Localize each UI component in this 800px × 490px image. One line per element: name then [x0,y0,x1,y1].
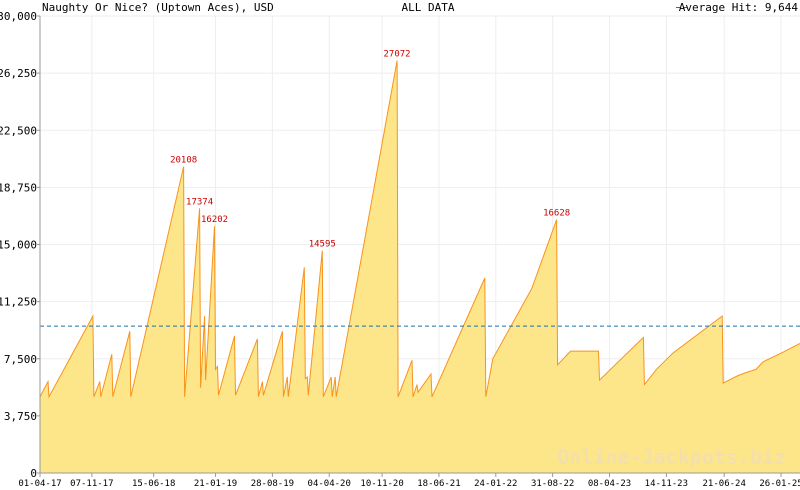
chart-subtitle: ALL DATA [402,1,455,14]
peak-label: 17374 [186,197,213,207]
legend-label: Average Hit: 9,644 [679,1,799,14]
y-tick-label: 3,750 [4,410,37,423]
series-line [39,60,800,399]
y-tick-label: 18,750 [0,181,37,194]
x-tick-label: 07-11-17 [70,479,113,489]
peak-label: 20108 [170,156,197,166]
x-tick-label: 14-11-23 [645,479,688,489]
axis-layer: 0 3,750 7,500 11,250 15,000 18,750 22,500 26,25… [0,10,800,489]
y-tick-label: 30,000 [0,10,37,23]
area-layer [39,60,800,473]
y-tick-label: 0 [30,467,37,480]
watermark: Online-Jackpots.biz [557,445,786,469]
peak-label: 27072 [384,50,411,60]
y-tick-label: 22,500 [0,124,37,137]
peak-label: 14595 [309,240,336,250]
y-tick-label: 11,250 [0,296,37,309]
x-tick-label: 21-01-19 [194,479,237,489]
x-tick-label: 26-01-25 [759,479,800,489]
x-tick-label: 28-08-19 [251,479,294,489]
x-tick-label: 21-06-24 [703,479,746,489]
peak-label: 16628 [543,209,570,219]
x-tick-label: 01-04-17 [18,479,61,489]
peak-label: 16202 [201,215,228,225]
x-tick-label: 15-06-18 [132,479,175,489]
y-tick-label: 7,500 [4,353,37,366]
y-tick-label: 26,250 [0,67,37,80]
x-tick-label: 24-01-22 [474,479,517,489]
x-tick-label: 10-11-20 [360,479,403,489]
annotation-layer: 20108 17374 16202 14595 27072 16628 [170,50,570,250]
x-tick-label: 31-08-22 [531,479,574,489]
chart-title: Naughty Or Nice? (Uptown Aces), USD [42,1,274,14]
x-tick-label: 18-06-21 [417,479,460,489]
x-tick-label: 04-04-20 [308,479,351,489]
y-tick-label: 15,000 [0,239,37,252]
x-tick-label: 08-04-23 [588,479,631,489]
